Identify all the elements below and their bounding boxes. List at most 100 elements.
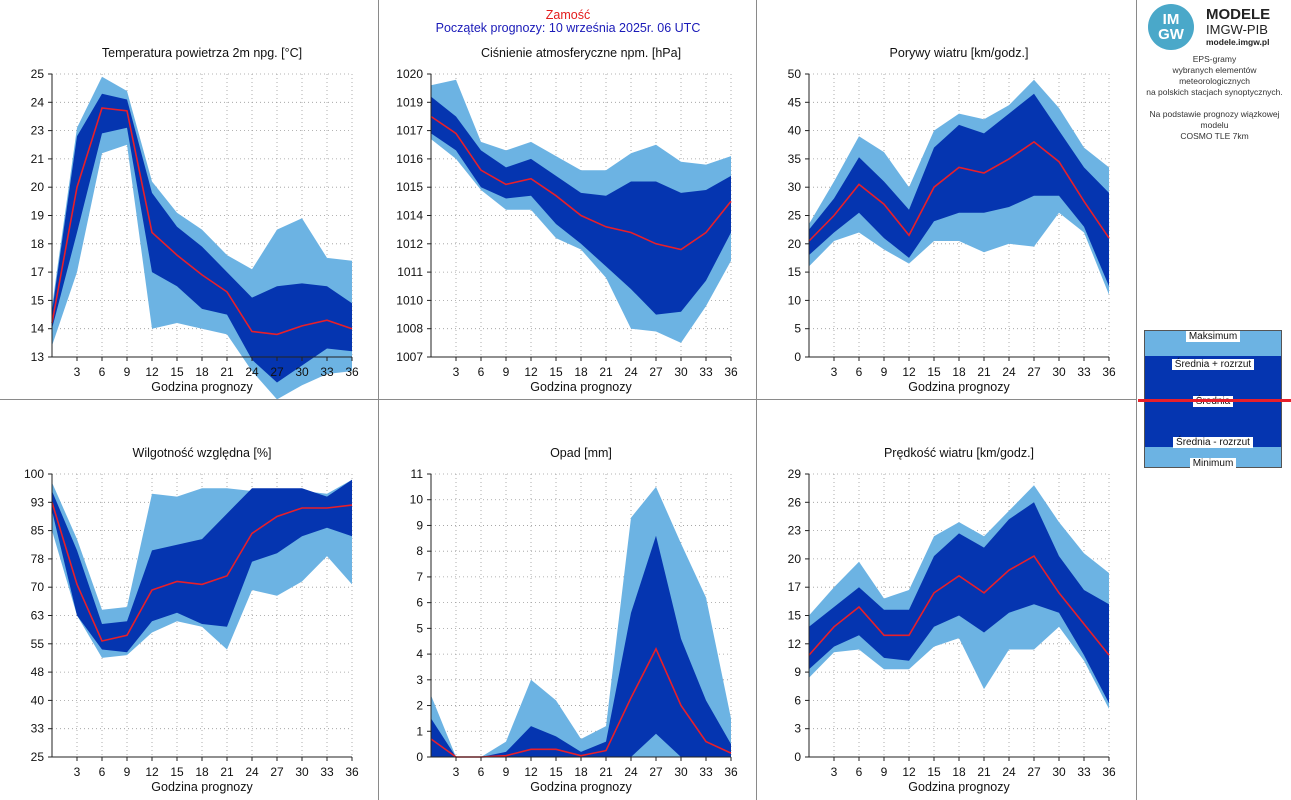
legend-mean-minus-label: Średnia - rozrzut: [1173, 437, 1253, 448]
band-spread: [431, 96, 731, 315]
x-tick-label: 27: [270, 765, 284, 779]
x-axis-label: Godzina prognozy: [530, 780, 632, 794]
y-tick-label: 85: [31, 524, 45, 538]
y-tick-label: 2: [416, 699, 423, 713]
y-tick-label: 20: [788, 237, 802, 251]
y-tick-label: 50: [788, 67, 802, 81]
y-tick-label: 11: [411, 467, 424, 481]
x-tick-label: 15: [170, 765, 184, 779]
imgw-logo-icon: IM GW: [1148, 4, 1194, 50]
band-spread: [52, 93, 352, 383]
legend-outer-bottom: [1145, 447, 1281, 467]
chart-wind-speed: Prędkość wiatru [km/godz.]03691215172023…: [788, 446, 1116, 794]
x-tick-label: 21: [977, 765, 991, 779]
mean-line: [808, 555, 1110, 656]
x-tick-label: 27: [649, 365, 663, 379]
y-tick-label: 48: [31, 665, 45, 679]
x-tick-label: 18: [195, 765, 209, 779]
y-tick-label: 55: [31, 637, 45, 651]
y-tick-label: 3: [794, 722, 801, 736]
x-tick-label: 3: [74, 365, 81, 379]
band-spread: [431, 535, 731, 757]
x-tick-label: 15: [170, 365, 184, 379]
mean-line: [51, 502, 353, 642]
chart-title: Porywy wiatru [km/godz.]: [890, 46, 1029, 60]
x-tick-label: 3: [831, 365, 838, 379]
y-tick-label: 29: [788, 467, 802, 481]
y-tick-label: 20: [31, 180, 45, 194]
description-line: Na podstawie prognozy wiązkowej modelu: [1149, 109, 1280, 130]
y-tick-label: 40: [31, 693, 45, 707]
y-tick-label: 1017: [396, 124, 423, 138]
y-tick-label: 93: [31, 495, 45, 509]
y-tick-label: 10: [410, 493, 424, 507]
y-tick-label: 30: [788, 180, 802, 194]
y-tick-label: 13: [31, 350, 45, 364]
y-tick-label: 1015: [396, 180, 423, 194]
y-tick-label: 25: [31, 67, 45, 81]
x-tick-label: 33: [1077, 765, 1091, 779]
y-tick-label: 5: [416, 621, 423, 635]
forecast-start: Początek prognozy: 10 września 2025r. 06…: [435, 21, 701, 35]
y-tick-label: 33: [31, 722, 45, 736]
y-tick-label: 17: [31, 265, 45, 279]
x-tick-label: 33: [1077, 365, 1091, 379]
x-tick-label: 33: [320, 765, 334, 779]
x-tick-label: 3: [453, 765, 460, 779]
y-tick-label: 9: [794, 665, 801, 679]
description-line: EPS-gramy: [1192, 54, 1237, 64]
description-line: na polskich stacjach synoptycznych.: [1146, 87, 1283, 97]
x-tick-label: 15: [549, 365, 563, 379]
x-tick-label: 36: [1102, 365, 1116, 379]
logo-letters-top: IM: [1162, 11, 1180, 28]
y-tick-label: 0: [794, 350, 801, 364]
x-tick-label: 18: [574, 765, 588, 779]
x-tick-label: 12: [145, 765, 159, 779]
x-tick-label: 21: [220, 365, 234, 379]
x-tick-label: 9: [124, 765, 131, 779]
x-tick-label: 30: [674, 365, 688, 379]
x-tick-label: 6: [99, 365, 106, 379]
y-tick-label: 1019: [396, 95, 423, 109]
x-tick-label: 24: [624, 365, 638, 379]
x-tick-label: 6: [856, 765, 863, 779]
y-tick-label: 1007: [396, 350, 423, 364]
y-tick-label: 0: [794, 750, 801, 764]
y-tick-label: 1010: [396, 293, 423, 307]
imgw-logo: IM GW MODELE IMGW-PIB modele.imgw.pl: [1148, 4, 1288, 50]
x-tick-label: 9: [881, 765, 888, 779]
x-tick-label: 30: [1052, 765, 1066, 779]
y-tick-label: 8: [416, 544, 423, 558]
y-tick-label: 26: [788, 495, 802, 509]
band-spread: [809, 502, 1109, 704]
x-tick-label: 3: [453, 365, 460, 379]
logo-subtitle: IMGW-PIB: [1206, 22, 1268, 37]
mean-line: [808, 140, 1110, 242]
y-tick-label: 25: [788, 209, 802, 223]
x-tick-label: 27: [1027, 365, 1041, 379]
description: EPS-gramy wybranych elementów meteorolog…: [1138, 54, 1291, 142]
x-tick-label: 6: [856, 365, 863, 379]
y-tick-label: 18: [31, 237, 45, 251]
legend-min-label: Minimum: [1189, 458, 1237, 469]
y-tick-label: 15: [788, 265, 802, 279]
x-tick-label: 30: [1052, 365, 1066, 379]
y-tick-label: 14: [31, 322, 45, 336]
legend-max-label: Maksimum: [1185, 331, 1241, 342]
y-tick-label: 23: [788, 524, 802, 538]
logo-title: MODELE: [1206, 6, 1271, 23]
y-tick-label: 78: [31, 552, 45, 566]
y-tick-label: 6: [794, 693, 801, 707]
chart-title: Prędkość wiatru [km/godz.]: [884, 446, 1034, 460]
description-line: wybranych elementów meteorologicznych: [1172, 65, 1257, 86]
x-tick-label: 24: [245, 765, 259, 779]
x-tick-label: 15: [927, 765, 941, 779]
x-axis-label: Godzina prognozy: [908, 780, 1010, 794]
x-tick-label: 3: [831, 765, 838, 779]
chart-pressure: Ciśnienie atmosferyczne npm. [hPa] 1007 10…: [396, 46, 738, 394]
x-tick-label: 24: [624, 765, 638, 779]
chart-gusts: Porywy wiatru [km/godz.] 0 5 10 15 20 25 30 35 40…: [788, 46, 1116, 394]
x-tick-label: 15: [927, 365, 941, 379]
legend-mean-line: [1138, 399, 1291, 402]
x-tick-label: 24: [1002, 365, 1016, 379]
